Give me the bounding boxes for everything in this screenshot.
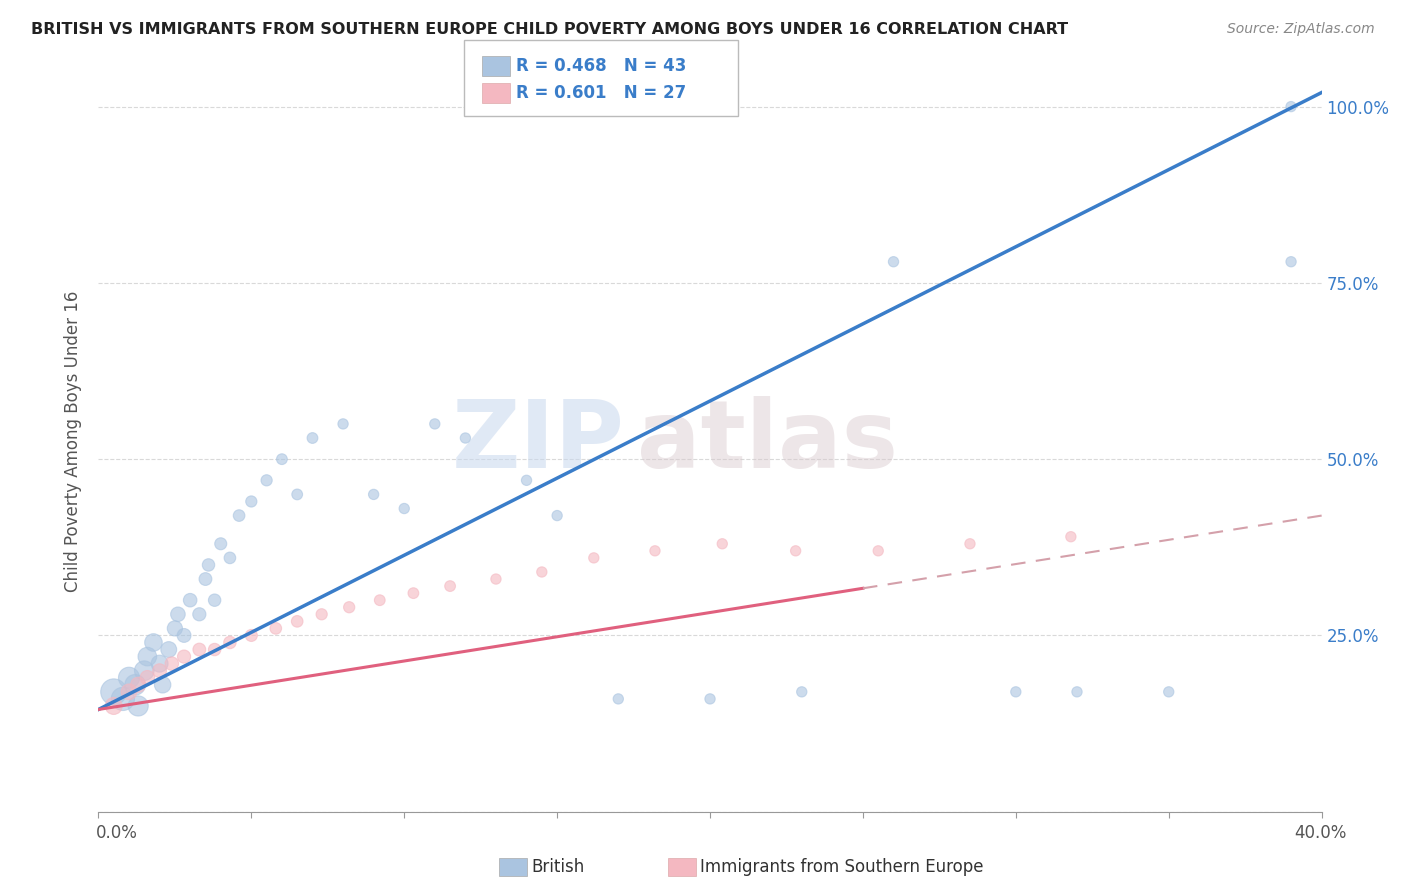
Point: [402, 586, 425, 600]
Point: [204, 593, 226, 607]
Point: [240, 494, 263, 508]
Point: [194, 572, 217, 586]
Point: [204, 642, 226, 657]
Point: [363, 487, 385, 501]
Point: [711, 537, 734, 551]
Point: [197, 558, 219, 572]
Point: [392, 501, 416, 516]
Point: [368, 593, 391, 607]
Point: [516, 473, 538, 487]
Point: [439, 579, 461, 593]
Point: [454, 431, 477, 445]
Text: 0.0%: 0.0%: [96, 824, 138, 842]
Point: [285, 487, 308, 501]
Point: [285, 615, 308, 629]
Point: [103, 698, 125, 713]
Point: [134, 664, 156, 678]
Point: [163, 621, 186, 635]
Point: [868, 544, 890, 558]
Point: [644, 544, 666, 558]
Point: [136, 649, 159, 664]
Point: [1279, 100, 1302, 114]
Point: [485, 572, 508, 586]
Point: [337, 600, 360, 615]
Point: [103, 685, 125, 699]
Point: [423, 417, 446, 431]
Text: British: British: [531, 858, 585, 876]
Point: [959, 537, 981, 551]
Point: [785, 544, 807, 558]
Text: R = 0.601   N = 27: R = 0.601 N = 27: [516, 84, 686, 102]
Text: atlas: atlas: [637, 395, 897, 488]
Point: [160, 657, 183, 671]
Point: [188, 642, 211, 657]
Point: [149, 657, 172, 671]
Point: [179, 593, 201, 607]
Point: [1279, 254, 1302, 268]
Point: [127, 678, 149, 692]
Point: [152, 678, 174, 692]
Point: [1004, 685, 1026, 699]
Point: [111, 692, 134, 706]
Point: [582, 550, 605, 565]
Point: [142, 635, 165, 649]
Point: [270, 452, 292, 467]
Text: 40.0%: 40.0%: [1295, 824, 1347, 842]
Text: R = 0.468   N = 43: R = 0.468 N = 43: [516, 57, 686, 75]
Point: [240, 628, 263, 642]
Point: [219, 635, 242, 649]
Point: [167, 607, 190, 622]
Point: [149, 664, 172, 678]
Point: [157, 642, 180, 657]
Point: [699, 692, 721, 706]
Point: [188, 607, 211, 622]
Point: [219, 550, 242, 565]
Point: [311, 607, 333, 622]
Point: [173, 649, 195, 664]
Point: [332, 417, 354, 431]
Y-axis label: Child Poverty Among Boys Under 16: Child Poverty Among Boys Under 16: [63, 291, 82, 592]
Point: [1060, 530, 1083, 544]
Point: [607, 692, 630, 706]
Point: [264, 621, 287, 635]
Point: [546, 508, 568, 523]
Point: [209, 537, 232, 551]
Point: [124, 678, 146, 692]
Point: [1157, 685, 1180, 699]
Point: [883, 254, 905, 268]
Text: BRITISH VS IMMIGRANTS FROM SOUTHERN EUROPE CHILD POVERTY AMONG BOYS UNDER 16 COR: BRITISH VS IMMIGRANTS FROM SOUTHERN EURO…: [31, 22, 1069, 37]
Point: [118, 685, 141, 699]
Point: [256, 473, 278, 487]
Point: [790, 685, 813, 699]
Point: [228, 508, 250, 523]
Point: [1066, 685, 1088, 699]
Text: Immigrants from Southern Europe: Immigrants from Southern Europe: [700, 858, 984, 876]
Text: ZIP: ZIP: [451, 395, 624, 488]
Point: [118, 671, 141, 685]
Point: [530, 565, 553, 579]
Text: Source: ZipAtlas.com: Source: ZipAtlas.com: [1227, 22, 1375, 37]
Point: [127, 698, 149, 713]
Point: [301, 431, 323, 445]
Point: [136, 671, 159, 685]
Point: [173, 628, 195, 642]
